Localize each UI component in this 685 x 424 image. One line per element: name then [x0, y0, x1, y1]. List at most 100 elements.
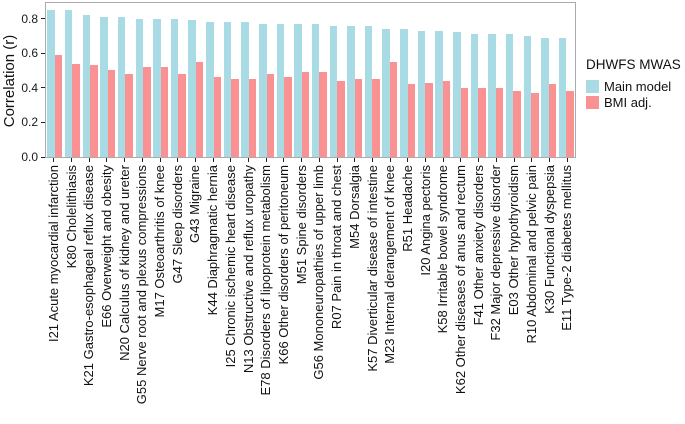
x-tick-label: M23 Internal derangement of knee: [382, 165, 398, 364]
x-tick-mark: [407, 158, 409, 162]
bar-main-model: [470, 34, 479, 157]
x-tick-mark: [566, 158, 568, 162]
x-tick-mark: [71, 158, 73, 162]
bar-group: [399, 3, 417, 157]
bar-group: [558, 3, 576, 157]
bar-bmi-adj-: [266, 73, 274, 157]
x-tick-label: E03 Other hypothyroidism: [506, 165, 522, 316]
bar-bmi-adj-: [107, 70, 116, 157]
x-label-col: F32 Major depressive disorder: [488, 165, 506, 422]
bar-group: [134, 3, 152, 157]
x-tick-label: G43 Migraine: [187, 165, 203, 244]
x-tick-mark: [548, 158, 550, 162]
bar-main-model: [170, 18, 179, 157]
legend-label: Main model: [604, 79, 672, 94]
x-tick-label: K58 Irritable bowel syndrome: [435, 165, 451, 334]
bar-group: [46, 3, 64, 157]
bar-bmi-adj-: [125, 73, 133, 157]
x-tick-mark: [194, 158, 196, 162]
bar-main-model: [241, 22, 249, 157]
x-tick-label: N20 Calculus of kidney and ureter: [116, 165, 132, 361]
x-label-col: K80 Cholelithiasis: [63, 165, 81, 422]
x-tick-mark: [124, 158, 126, 162]
bar-bmi-adj-: [143, 67, 151, 157]
bar-bmi-adj-: [248, 79, 257, 157]
x-tick-mark: [88, 158, 90, 162]
bar-group: [311, 3, 329, 157]
bar-main-model: [82, 15, 91, 157]
x-tick-label: K66 Other disorders of peritoneum: [275, 165, 291, 365]
bar-group: [117, 3, 135, 157]
x-tick-mark: [230, 158, 232, 162]
x-tick-label: M54 Dorsalgia: [346, 165, 362, 249]
x-label-col: K21 Gastro-esophageal reflux disease: [80, 165, 98, 422]
y-tick-mark: [41, 87, 45, 89]
x-label-col: E03 Other hypothyroidism: [505, 165, 523, 422]
bar-bmi-adj-: [337, 80, 345, 157]
x-label-col: G56 Mononeuropathies of upper limb: [311, 165, 329, 422]
bar-group: [540, 3, 558, 157]
bar-group: [81, 3, 99, 157]
bar-group: [99, 3, 117, 157]
bar-main-model: [453, 32, 461, 157]
bar-group: [328, 3, 346, 157]
x-tick-label: K30 Functional dyspepsia: [541, 165, 557, 314]
x-label-col: M51 Spine disorders: [293, 165, 311, 422]
bar-bmi-adj-: [531, 92, 539, 157]
bar-bmi-adj-: [90, 65, 98, 157]
x-tick-label: M51 Spine disorders: [293, 165, 309, 285]
bar-bmi-adj-: [319, 72, 327, 157]
x-label-col: I20 Angina pectoris: [417, 165, 435, 422]
bar-bmi-adj-: [284, 77, 292, 157]
x-tick-label: G56 Mononeuropathies of upper limb: [311, 165, 327, 380]
y-tick-label: 0.0: [21, 150, 38, 164]
legend-title: DHWFS MWAS: [586, 57, 681, 72]
x-tick-label: F41 Other anxiety disorders: [470, 165, 486, 326]
bar-bmi-adj-: [213, 77, 222, 157]
bar-bmi-adj-: [460, 87, 469, 157]
bar-main-model: [259, 23, 267, 157]
x-tick-label: M17 Osteoarthritis of knee: [152, 165, 168, 318]
bar-group: [275, 3, 293, 157]
bar-group: [293, 3, 311, 157]
bar-main-model: [223, 22, 232, 157]
x-label-col: K58 Irritable bowel syndrome: [434, 165, 452, 422]
x-tick-mark: [301, 158, 303, 162]
bar-group: [452, 3, 470, 157]
x-label-col: K66 Other disorders of peritoneum: [275, 165, 293, 422]
x-tick-mark: [442, 158, 444, 162]
x-tick-mark: [141, 158, 143, 162]
y-tick-label: 0.4: [21, 80, 38, 95]
legend-swatch: [586, 96, 599, 109]
legend-item: BMI adj.: [586, 95, 685, 110]
bar-group: [187, 3, 205, 157]
x-tick-label: E66 Overweight and obesity: [98, 165, 114, 328]
x-label-col: M17 Osteoarthritis of knee: [151, 165, 169, 422]
bar-group: [469, 3, 487, 157]
bar-bmi-adj-: [425, 82, 433, 157]
bar-main-model: [435, 30, 443, 157]
bar-main-model: [523, 35, 532, 157]
bar-group: [505, 3, 523, 157]
bar-main-model: [400, 28, 408, 157]
x-tick-mark: [460, 158, 462, 162]
x-label-col: I21 Acute myocardial infarction: [45, 165, 63, 422]
bar-main-model: [505, 34, 514, 157]
x-tick-label: R51 Headache: [399, 165, 415, 252]
y-tick-mark: [41, 121, 45, 123]
bar-main-model: [206, 22, 214, 157]
bar-group: [416, 3, 434, 157]
x-tick-label: F32 Major depressive disorder: [488, 165, 504, 341]
x-tick-label: R07 Pain in throat and chest: [329, 165, 345, 330]
y-tick-mark: [41, 18, 45, 20]
x-tick-label: G47 Sleep disorders: [169, 165, 185, 284]
x-label-col: R51 Headache: [399, 165, 417, 422]
x-label-col: G47 Sleep disorders: [169, 165, 187, 422]
x-tick-mark: [159, 158, 161, 162]
x-tick-mark: [389, 158, 391, 162]
bar-group: [381, 3, 399, 157]
bar-bmi-adj-: [442, 80, 451, 157]
bar-bmi-adj-: [566, 91, 574, 157]
bar-group: [64, 3, 82, 157]
